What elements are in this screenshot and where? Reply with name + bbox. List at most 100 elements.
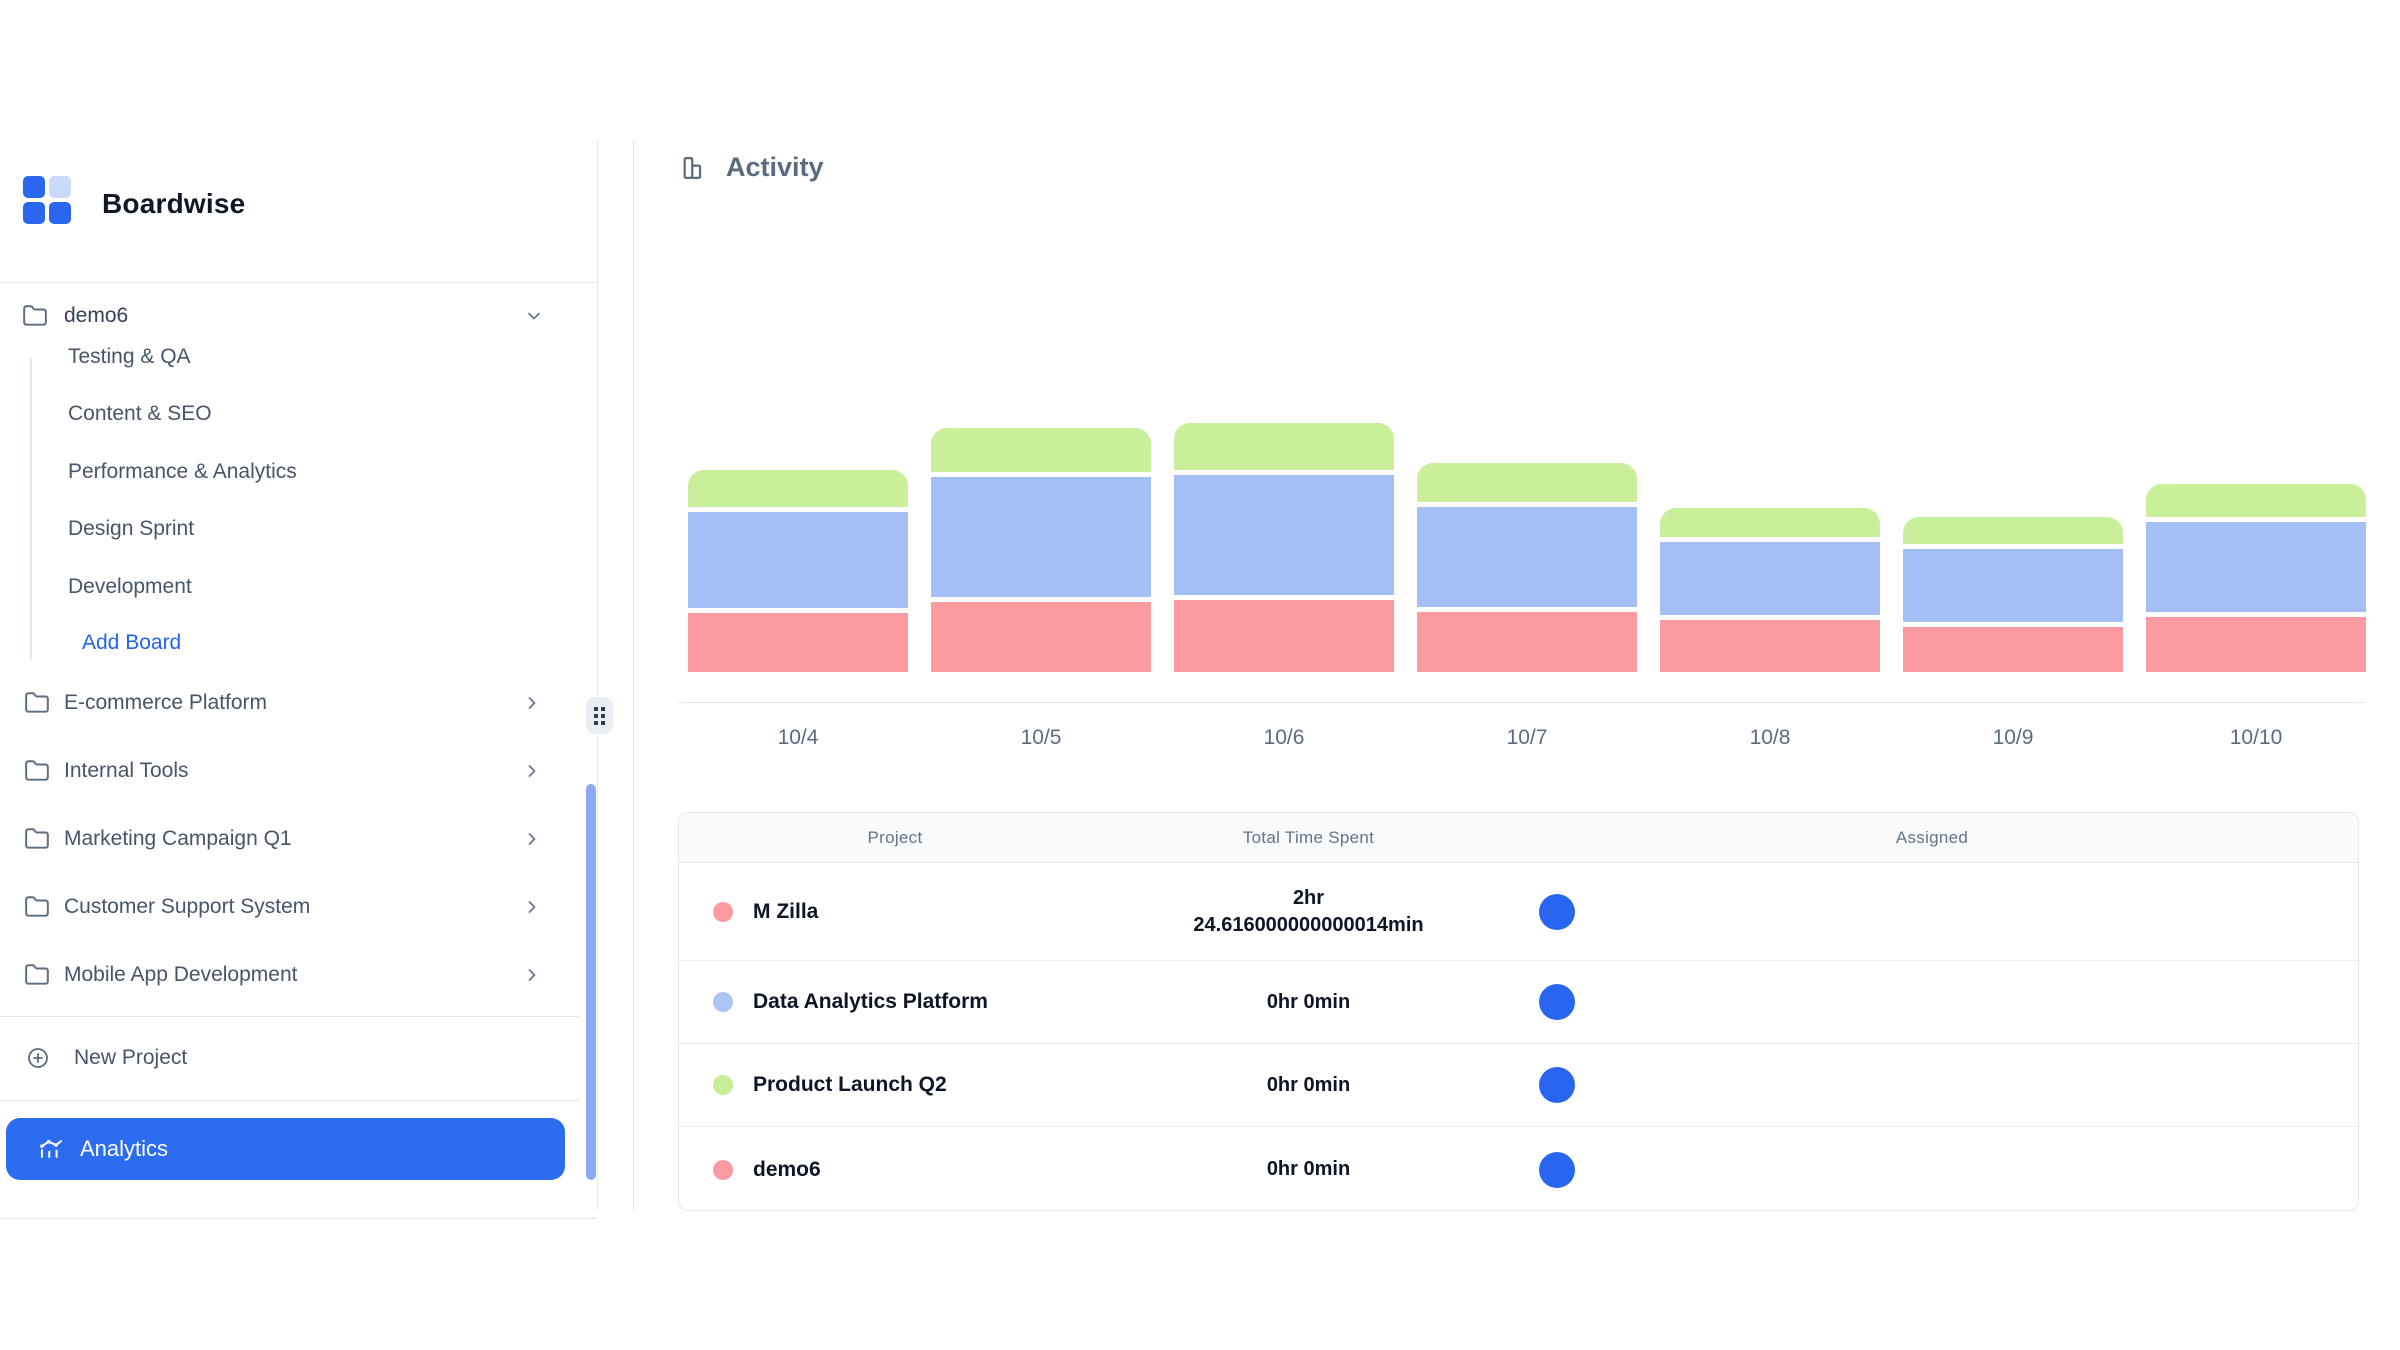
bar-chart-icon	[680, 154, 708, 182]
time-spent-table: Project Total Time Spent Assigned M Zill…	[678, 812, 2359, 1211]
brand-title: Boardwise	[102, 188, 246, 219]
bar-segment-series-pink	[2146, 617, 2366, 672]
x-axis-tick-label: 10/8	[1749, 726, 1791, 749]
bar-segment-series-blue	[2146, 522, 2366, 617]
folder-icon	[24, 894, 50, 920]
folder-icon	[24, 962, 50, 988]
folder-icon	[24, 690, 50, 716]
sidebar-scrollbar-thumb[interactable]	[586, 784, 596, 1180]
sidebar-board-item[interactable]: Testing & QA	[68, 345, 191, 368]
bar-segment-series-pink	[931, 602, 1151, 672]
sidebar-board-item[interactable]: Content & SEO	[68, 402, 212, 425]
table-header-project: Project	[867, 827, 923, 847]
assigned-avatar	[1539, 893, 1575, 930]
total-time-spent: 0hr 0min	[1266, 1073, 1351, 1096]
sidebar-project-item[interactable]: Internal Tools	[0, 749, 565, 793]
project-color-dot	[713, 1075, 733, 1095]
project-name: M Zilla	[753, 899, 819, 923]
x-axis-tick-label: 10/9	[1992, 726, 2034, 749]
panel-gutter-line	[633, 140, 634, 1210]
chevron-right-icon[interactable]	[522, 761, 542, 781]
bar-segment-series-blue	[1417, 507, 1637, 612]
x-axis-tick-label: 10/10	[2229, 726, 2283, 749]
bar-segment-series-pink	[1417, 612, 1637, 672]
sidebar-project-item[interactable]: Marketing Campaign Q1	[0, 817, 565, 861]
bar-segment-series-blue	[1174, 475, 1394, 600]
table-header-row: Project Total Time Spent Assigned	[679, 813, 2358, 863]
stacked-bar-10/10	[2146, 484, 2366, 672]
sidebar-project-item[interactable]: Customer Support System	[0, 885, 565, 929]
brand-logo-icon	[23, 176, 71, 224]
sidebar-project-item[interactable]: Mobile App Development	[0, 953, 565, 997]
table-row: Data Analytics Platform 0hr 0min	[679, 961, 2358, 1044]
stacked-bar-10/8	[1660, 508, 1880, 672]
chevron-down-icon[interactable]	[524, 306, 544, 326]
folder-icon	[22, 303, 48, 329]
project-name: Product Launch Q2	[753, 1073, 947, 1096]
bar-segment-series-blue	[931, 477, 1151, 602]
sidebar-group-label: demo6	[64, 304, 129, 327]
new-project-label: New Project	[74, 1046, 188, 1069]
bar-segment-series-green	[2146, 484, 2366, 522]
project-label: E-commerce Platform	[64, 691, 268, 714]
project-label: Customer Support System	[64, 895, 311, 918]
folder-icon	[24, 758, 50, 784]
table-row: demo6 0hr 0min	[679, 1127, 2358, 1210]
sidebar-border	[597, 140, 598, 1210]
stacked-bar-10/6	[1174, 423, 1394, 672]
project-label: Marketing Campaign Q1	[64, 827, 292, 850]
stacked-bar-10/4	[688, 470, 908, 672]
x-axis-tick-label: 10/4	[777, 726, 819, 749]
table-row: M Zilla 2hr 24.616000000000014min	[679, 863, 2358, 961]
assigned-avatar	[1539, 1151, 1575, 1188]
project-label: Mobile App Development	[64, 963, 298, 986]
sidebar-board-item[interactable]: Design Sprint	[68, 517, 195, 540]
plus-circle-icon	[26, 1046, 50, 1070]
table-row: Product Launch Q2 0hr 0min	[679, 1044, 2358, 1127]
total-time-spent: 0hr 0min	[1266, 990, 1351, 1013]
new-project-button[interactable]: New Project	[0, 1036, 565, 1080]
grip-dots-icon	[594, 706, 605, 725]
bar-segment-series-pink	[1903, 627, 2123, 672]
stacked-bar-10/7	[1417, 463, 1637, 672]
activity-stacked-bar-chart	[688, 412, 2366, 672]
stacked-bar-10/9	[1903, 517, 2123, 672]
board-tree-indent-line	[30, 358, 32, 660]
sidebar-resize-handle[interactable]	[586, 697, 613, 734]
folder-icon	[24, 826, 50, 852]
chart-x-axis	[678, 702, 2366, 703]
assigned-avatar	[1539, 1067, 1575, 1103]
table-body: M Zilla 2hr 24.616000000000014min Data Anal…	[679, 863, 2358, 1210]
sidebar-board-item[interactable]: Development	[68, 575, 192, 598]
sidebar-group-demo6[interactable]: demo6	[0, 294, 565, 338]
sidebar-divider-projects	[0, 1016, 580, 1017]
bar-segment-series-blue	[688, 512, 908, 613]
bar-segment-series-pink	[1174, 600, 1394, 672]
sidebar-board-item[interactable]: Performance & Analytics	[68, 460, 297, 483]
total-time-spent: 0hr 0min	[1266, 1158, 1351, 1180]
bar-segment-series-pink	[1660, 620, 1880, 672]
bar-segment-series-pink	[688, 613, 908, 672]
bar-segment-series-green	[1417, 463, 1637, 507]
bar-segment-series-blue	[1903, 549, 2123, 627]
chevron-right-icon[interactable]	[522, 965, 542, 985]
table-header-assigned: Assigned	[1895, 827, 1969, 847]
bar-segment-series-green	[688, 470, 908, 512]
project-color-dot	[713, 992, 733, 1012]
stacked-bar-10/5	[931, 428, 1151, 672]
chevron-right-icon[interactable]	[522, 693, 542, 713]
sidebar-item-analytics[interactable]: Analytics	[6, 1118, 565, 1180]
project-color-dot	[713, 901, 733, 922]
project-color-dot	[713, 1159, 733, 1180]
sidebar-divider-top	[0, 282, 597, 283]
bar-segment-series-green	[931, 428, 1151, 477]
sidebar-project-item[interactable]: E-commerce Platform	[0, 681, 565, 725]
bar-segment-series-blue	[1660, 542, 1880, 620]
chevron-right-icon[interactable]	[522, 897, 542, 917]
add-board-button[interactable]: Add Board	[82, 631, 182, 654]
chevron-right-icon[interactable]	[522, 829, 542, 849]
activity-header: Activity	[680, 152, 824, 183]
analytics-chart-icon	[38, 1136, 65, 1163]
bar-segment-series-green	[1174, 423, 1394, 475]
